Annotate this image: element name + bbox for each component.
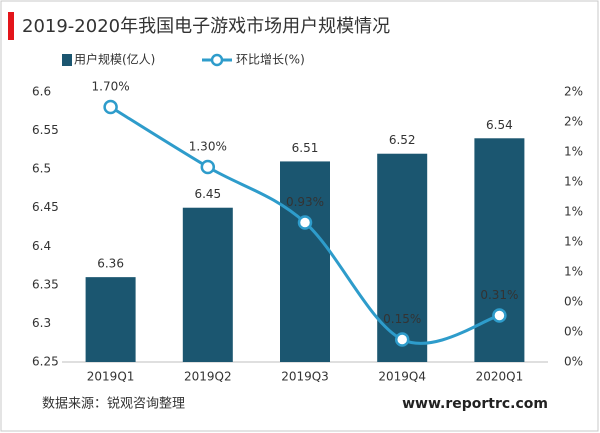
y2-tick-label: 1%: [564, 235, 583, 249]
x-tick-label: 2019Q4: [378, 370, 426, 384]
bar: [474, 138, 525, 362]
y2-tick-label: 0%: [564, 355, 583, 369]
line-marker: [200, 159, 216, 175]
line-marker: [492, 308, 507, 323]
legend-label: 用户规模(亿人): [74, 52, 155, 67]
source-note: 数据来源：锐观咨询整理: [42, 397, 185, 412]
bar-value-label: 6.36: [97, 257, 124, 271]
y2-tick-label: 2%: [564, 115, 583, 129]
line-marker: [103, 99, 118, 115]
line-value-label: 0.93%: [286, 195, 324, 209]
line-value-label: 0.15%: [383, 312, 421, 326]
bar: [85, 277, 136, 362]
y-tick-label: 6.4: [32, 239, 51, 253]
title-marker: [8, 12, 14, 40]
bar: [377, 153, 428, 362]
line-value-label: 1.30%: [189, 140, 227, 154]
y2-tick-label: 1%: [564, 175, 583, 189]
y-tick-label: 6.25: [32, 355, 59, 369]
x-tick-label: 2019Q2: [184, 370, 232, 384]
y-tick-label: 6.35: [32, 277, 59, 291]
x-tick-label: 2019Q1: [87, 370, 135, 384]
y2-tick-label: 1%: [564, 145, 583, 159]
line-value-label: 1.70%: [92, 80, 130, 94]
y2-tick-label: 1%: [564, 205, 583, 219]
y2-tick-label: 0%: [564, 295, 583, 309]
bar-value-label: 6.54: [486, 118, 513, 132]
x-tick-label: 2020Q1: [476, 370, 524, 384]
bar: [182, 207, 233, 362]
y2-tick-label: 2%: [564, 85, 583, 99]
y2-tick-label: 0%: [564, 325, 583, 339]
y-tick-label: 6.3: [32, 316, 51, 330]
y-tick-label: 6.45: [32, 200, 59, 214]
y-tick-label: 6.6: [32, 85, 51, 99]
line-marker: [297, 215, 313, 230]
chart-title: 2019-2020年我国电子游戏市场用户规模情况: [22, 16, 390, 37]
bar-value-label: 6.52: [389, 133, 416, 147]
y-tick-label: 6.55: [32, 123, 59, 137]
legend-label: 环比增长(%): [236, 53, 305, 67]
line-marker: [394, 332, 410, 347]
legend-marker: [210, 53, 224, 67]
website: www.reportrc.com: [402, 396, 548, 412]
bar-value-label: 6.51: [292, 141, 319, 155]
y-tick-label: 6.5: [32, 162, 51, 176]
bar-value-label: 6.45: [194, 187, 221, 201]
legend-swatch: [62, 54, 72, 66]
line-value-label: 0.31%: [480, 288, 518, 302]
x-tick-label: 2019Q3: [281, 370, 329, 384]
y2-tick-label: 1%: [564, 265, 583, 279]
bar: [280, 161, 330, 362]
